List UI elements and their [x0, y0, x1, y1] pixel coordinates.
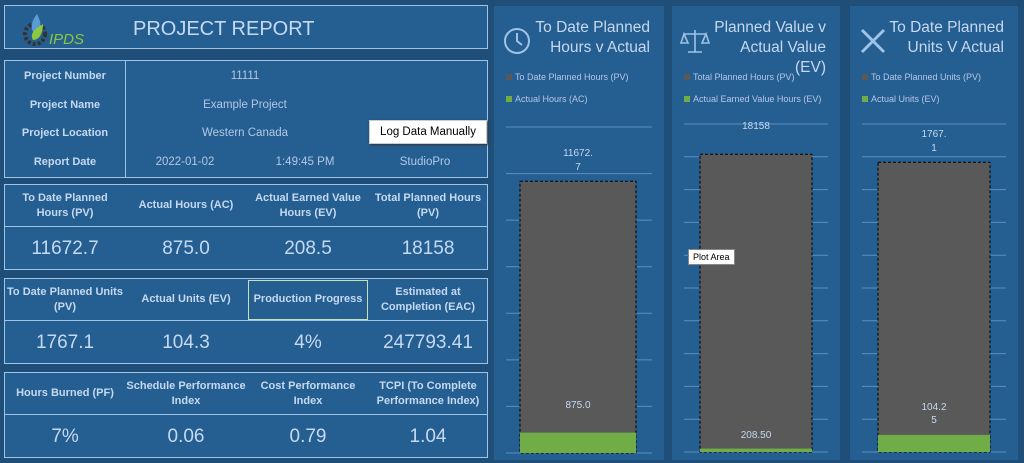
bar-actual[interactable]	[878, 434, 990, 452]
kpi-header: TCPI (To Complete Performance Index)	[369, 373, 487, 415]
kpi-value: 11672.7	[31, 238, 99, 259]
legend-item-planned[interactable]: To Date Planned Units (PV)	[862, 72, 981, 82]
kpi-header: Estimated at Completion (EAC)	[369, 279, 487, 321]
chart-title: To Date Planned Hours v Actual	[535, 19, 650, 57]
bar-planned[interactable]	[877, 161, 991, 453]
data-label-planned: 18158	[742, 121, 770, 133]
kpi-value: 208.5	[284, 238, 332, 259]
chart-panel-units: To Date Planned Units V Actual To Date P…	[850, 6, 1018, 460]
legend-item-planned[interactable]: To Date Planned Hours (PV)	[506, 72, 629, 82]
report-date-label: Report Date	[33, 156, 97, 168]
kpi-box: To Date Planned Hours (PV) 11672.7 Actual …	[4, 184, 488, 270]
kpi-header: Actual Earned Value Hours (EV)	[247, 185, 369, 227]
data-label-actual: 104.25	[921, 401, 947, 427]
kpi-header: Schedule Performance Index	[125, 373, 247, 415]
kpi-value: 1767.1	[35, 332, 95, 353]
legend-item-actual[interactable]: Actual Hours (AC)	[506, 94, 588, 104]
data-label-planned: 11672.7	[563, 148, 593, 173]
kpi-header: Actual Units (EV)	[125, 279, 247, 321]
scale-icon	[680, 30, 710, 53]
project-location-label: Project Location	[21, 127, 109, 139]
kpi-header: To Date Planned Hours (PV)	[5, 185, 125, 227]
ipds-logo: IPDS	[23, 14, 84, 48]
kpi-header: Actual Hours (AC)	[125, 185, 247, 227]
kpi-value: 18158	[401, 238, 455, 259]
kpi-value: 0.06	[167, 426, 205, 447]
kpi-value: 875.0	[162, 238, 210, 259]
kpi-header: To Date Planned Units (PV)	[5, 279, 125, 321]
project-location-value: Western Canada	[201, 127, 289, 139]
page-title: PROJECT REPORT	[133, 18, 315, 40]
project-name-label: Project Name	[29, 99, 101, 111]
bar-chart[interactable]	[494, 6, 664, 460]
chart-panel-value: Planned Value v Actual Value (EV) Total …	[672, 6, 840, 460]
bar-chart[interactable]	[850, 6, 1018, 460]
data-label-planned: 1767.1	[921, 129, 947, 154]
kpi-box: Hours Burned (PF) 7% Schedule Performance …	[4, 372, 488, 458]
tools-icon	[860, 28, 886, 54]
app-name-value: StudioPro	[399, 156, 451, 168]
kpi-value: 0.79	[289, 426, 327, 447]
report-date-value: 2022-01-02	[155, 156, 215, 168]
project-number-label: Project Number	[24, 70, 106, 82]
bar-actual[interactable]	[520, 432, 636, 453]
kpi-header: Hours Burned (PF)	[5, 373, 125, 415]
kpi-value: 104.3	[162, 332, 210, 353]
chart-title: To Date Planned Units V Actual	[889, 19, 1004, 57]
project-name-value: Example Project	[203, 99, 287, 111]
kpi-value: 7%	[51, 426, 79, 447]
kpi-header: Cost Performance Index	[247, 373, 369, 415]
data-label-actual: 875.0	[565, 399, 591, 411]
kpi-value: 247793.41	[383, 332, 473, 353]
bar-planned[interactable]	[699, 153, 813, 453]
kpi-value: 1.04	[409, 426, 447, 447]
kpi-header: Total Planned Hours (PV)	[369, 185, 487, 227]
bar-planned[interactable]	[519, 180, 637, 454]
project-number-value: 11111	[230, 70, 260, 82]
kpi-box: To Date Planned Units (PV) 1767.1 Actual U…	[4, 278, 488, 364]
kpi-header[interactable]: Production Progress	[247, 279, 369, 321]
bar-chart[interactable]	[672, 6, 840, 460]
legend-item-planned[interactable]: Total Planned Hours (PV)	[684, 72, 795, 82]
log-data-manually-button[interactable]: Log Data Manually	[369, 120, 487, 144]
report-time-value: 1:49:45 PM	[275, 156, 335, 168]
plot-area-tooltip: Plot Area	[688, 249, 735, 265]
legend-item-actual[interactable]: Actual Earned Value Hours (EV)	[684, 94, 821, 104]
data-label-actual: 208.50	[740, 429, 772, 441]
report-header: IPDS PROJECT REPORT	[4, 5, 488, 49]
chart-panel-hours: To Date Planned Hours v Actual To Date P…	[494, 6, 664, 460]
project-info-table: Project Number Project Name Project Loca…	[4, 60, 488, 178]
kpi-value: 4%	[294, 332, 322, 353]
legend-item-actual[interactable]: Actual Units (EV)	[862, 94, 940, 104]
chart-title: Planned Value v Actual Value (EV)	[714, 19, 826, 77]
svg-text:IPDS: IPDS	[49, 31, 84, 48]
clock-icon	[504, 28, 530, 54]
bar-actual[interactable]	[700, 448, 812, 452]
